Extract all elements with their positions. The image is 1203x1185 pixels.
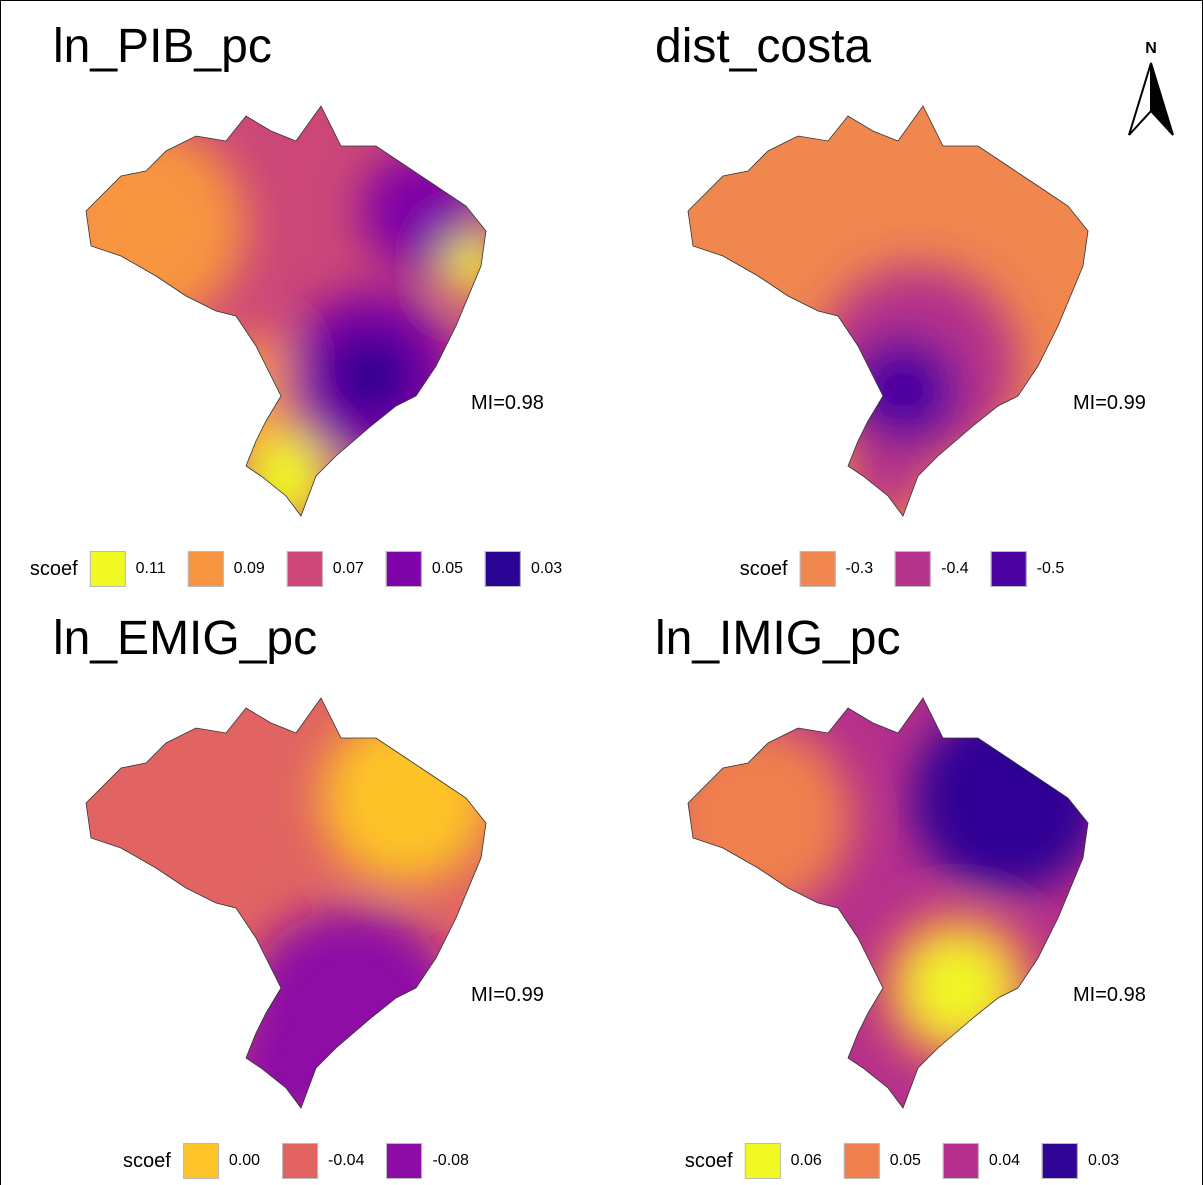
legend-swatch <box>386 1143 422 1179</box>
legend: scoef -0.3 -0.4 -0.5 <box>740 551 1087 587</box>
map-shade <box>983 743 1073 833</box>
legend-swatch <box>485 551 521 587</box>
legend-title: scoef <box>30 558 78 581</box>
north-arrow: N <box>1129 40 1173 135</box>
legend-swatch <box>282 1143 318 1179</box>
legend-label: 0.05 <box>432 560 463 578</box>
legend-swatch <box>844 1143 880 1179</box>
legend-label: -0.04 <box>328 1152 364 1170</box>
legend: scoef 0.11 0.09 0.07 0.05 0.03 <box>30 551 584 587</box>
map-shade <box>848 436 928 516</box>
map-gradient <box>818 266 1018 516</box>
legend-label: 0.03 <box>1088 1152 1119 1170</box>
map <box>688 106 1088 516</box>
map-base <box>688 698 1088 1108</box>
panel-title: dist_costa <box>655 19 871 74</box>
north-label: N <box>1145 40 1157 57</box>
map <box>663 698 1103 1108</box>
legend-swatch <box>745 1143 781 1179</box>
legend-swatch <box>800 551 836 587</box>
map-shade <box>326 331 416 421</box>
legend-label: -0.3 <box>846 560 874 578</box>
legend-label: 0.09 <box>234 560 265 578</box>
legend-title: scoef <box>123 1150 171 1173</box>
legend-swatch <box>183 1143 219 1179</box>
legend-swatch <box>895 551 931 587</box>
moran-index: MI=0.99 <box>1073 392 1146 415</box>
legend-label: 0.07 <box>333 560 364 578</box>
legend-swatch <box>943 1143 979 1179</box>
moran-index: MI=0.98 <box>1073 984 1146 1007</box>
legend-swatch <box>90 551 126 587</box>
legend-label: 0.03 <box>531 560 562 578</box>
map-shade <box>46 126 246 326</box>
legend-label: -0.08 <box>432 1152 468 1170</box>
panel-title: ln_IMIG_pc <box>655 611 900 666</box>
moran-index: MI=0.98 <box>471 392 544 415</box>
panel-title: ln_PIB_pc <box>53 19 272 74</box>
legend: scoef 0.06 0.05 0.04 0.03 <box>685 1143 1141 1179</box>
map-shade <box>444 236 504 296</box>
figure: N ln_PIB_pc MI=0.98 scoef 0.11 0.09 0.07 0.05 0… <box>0 0 1203 1185</box>
map <box>46 106 504 526</box>
map-shade <box>908 938 1008 1038</box>
legend-title: scoef <box>685 1150 733 1173</box>
legend-swatch <box>1042 1143 1078 1179</box>
legend-swatch <box>386 551 422 587</box>
map <box>86 698 491 1133</box>
legend-label: -0.5 <box>1037 560 1065 578</box>
legend-swatch <box>188 551 224 587</box>
legend-label: 0.11 <box>136 560 166 578</box>
legend-label: 0.05 <box>890 1152 921 1170</box>
legend-label: 0.06 <box>791 1152 822 1170</box>
map-shade <box>241 436 331 526</box>
maps-layer: N <box>1 1 1202 1185</box>
legend-label: 0.04 <box>989 1152 1020 1170</box>
moran-index: MI=0.99 <box>471 984 544 1007</box>
legend-swatch <box>991 551 1027 587</box>
map-shade <box>226 1013 346 1133</box>
legend-title: scoef <box>740 558 788 581</box>
panel-title: ln_EMIG_pc <box>53 611 317 666</box>
legend: scoef 0.00 -0.04 -0.08 <box>123 1143 491 1179</box>
map-shade <box>848 336 958 446</box>
legend-label: -0.4 <box>941 560 969 578</box>
legend-label: 0.00 <box>229 1152 260 1170</box>
map-shade <box>663 723 853 913</box>
map-shading <box>818 266 1018 516</box>
legend-swatch <box>287 551 323 587</box>
